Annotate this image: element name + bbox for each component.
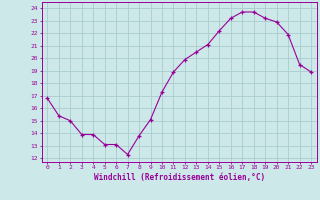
X-axis label: Windchill (Refroidissement éolien,°C): Windchill (Refroidissement éolien,°C)	[94, 173, 265, 182]
